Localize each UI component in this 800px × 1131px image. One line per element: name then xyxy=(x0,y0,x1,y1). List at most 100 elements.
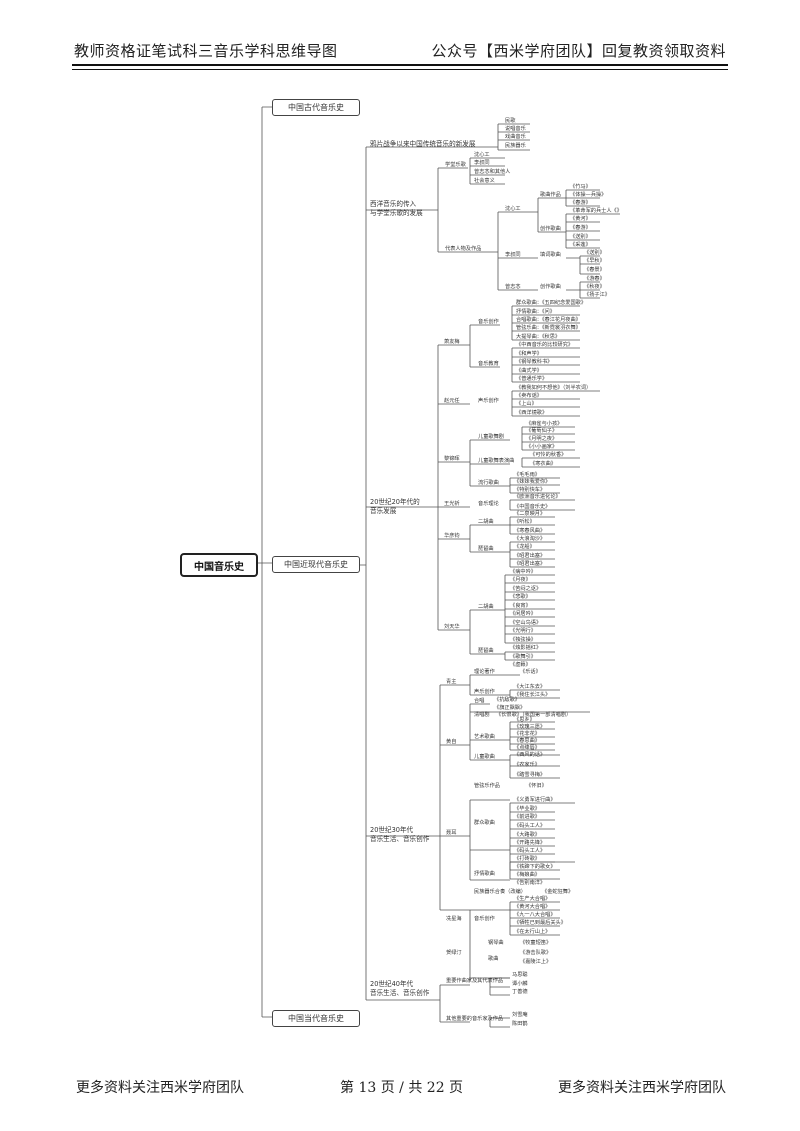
category: 儿童歌曲 xyxy=(474,754,495,760)
list-item: 《告别南洋》 xyxy=(514,880,546,886)
header-title: 教师资格证笔试科三音乐学科思维导图 xyxy=(74,42,338,60)
list-item: 抒情歌曲：《问》 xyxy=(516,309,555,315)
category: 钢琴曲 xyxy=(488,940,504,946)
topic-other-musicians: 其他重要的音乐家及作品 xyxy=(446,1016,504,1022)
category: 儿童歌舞表演曲 xyxy=(478,458,515,464)
person: 沈心工 xyxy=(505,206,521,212)
person-hua-yanjun: 华彦钧 xyxy=(444,533,460,539)
person-wang-guangqi: 王光祈 xyxy=(444,501,460,507)
section-1940s[interactable]: 20世纪40年代 音乐生活、音乐创作 xyxy=(370,980,430,997)
person-qing-zhu: 青主 xyxy=(446,679,457,685)
person-xiao-youmei: 萧友梅 xyxy=(444,339,460,345)
list-item: 《大浪淘沙》 xyxy=(514,536,546,542)
list-item: 《游击队歌》 xyxy=(520,950,552,956)
list-item: 《烛影摇红》 xyxy=(510,645,542,651)
category: 音乐创作 xyxy=(478,319,499,325)
list-item: 《嘉陵江上》 xyxy=(520,959,552,965)
value: 《金蛇狂舞》 xyxy=(542,889,574,895)
list-item: 《特别快车》 xyxy=(514,487,546,493)
list-item: 《麻雀与小孩》 xyxy=(526,421,563,427)
list-item: 《大江东去》 xyxy=(514,684,546,690)
list-item: 《月明之夜》 xyxy=(526,436,558,442)
category: 理论著作 xyxy=(474,669,495,675)
list-item: 《黄河大合唱》 xyxy=(514,904,551,910)
section-1930s[interactable]: 20世纪30年代 音乐生活、音乐创作 xyxy=(370,826,430,843)
root-node[interactable]: 中国音乐史 xyxy=(180,553,258,577)
list-item: 《寒衣曲》 xyxy=(530,461,556,467)
list-item: 《寒春风曲》 xyxy=(514,528,546,534)
list-item: 《早秋》 xyxy=(584,258,605,264)
category: 儿童歌舞剧 xyxy=(478,434,504,440)
list-item: 《光明行》 xyxy=(510,628,536,634)
list-item: 《竹马》 xyxy=(570,184,591,190)
list-item: 《采莲》 xyxy=(570,242,591,248)
branch-modern[interactable]: 中国近现代音乐史 xyxy=(272,556,360,573)
list-item: 《游春》 xyxy=(584,276,605,282)
list-item: 《九一八大合唱》 xyxy=(514,912,556,918)
list-item: 《秋夜》 xyxy=(584,284,605,290)
category: 创作歌曲 xyxy=(540,226,561,232)
list-item: 《曲式学》 xyxy=(516,368,542,374)
list-item: 《虚籁》 xyxy=(510,662,531,668)
category: 音乐理论 xyxy=(478,501,499,507)
list-item: 《送别》 xyxy=(584,250,605,256)
list-item: 《西洋镜歌》 xyxy=(516,410,548,416)
category: 管弦乐作品 xyxy=(474,783,500,789)
list-item: 《开路先锋》 xyxy=(514,840,546,846)
value: 《长恨歌》（我国第一部清唱剧） xyxy=(496,712,572,718)
person-zhao-yuanren: 赵元任 xyxy=(444,398,460,404)
list-item: 《体操—兵操》 xyxy=(570,192,607,198)
list-item: 《教我如何不想他》（刘半农词） xyxy=(516,385,592,391)
list-item: 《抗敌歌》 xyxy=(494,697,520,703)
category: 合唱 xyxy=(474,698,485,704)
list-item: 《梅娘曲》 xyxy=(514,872,540,878)
list-item: 《农家乐》 xyxy=(514,762,540,768)
section-traditional-music[interactable]: 鸦片战争以来中国传统音乐的新发展 xyxy=(370,140,476,148)
header-rule-thin xyxy=(72,69,728,70)
list-item: 李叔同 xyxy=(474,160,490,166)
list-item: 《革命军的兵士人《》 xyxy=(570,208,622,214)
list-item: 《旗正飘飘》 xyxy=(494,705,526,711)
category: 填词歌曲 xyxy=(540,252,561,258)
list-item: 《思乡》 xyxy=(514,717,535,723)
list-item: 民族器乐 xyxy=(505,143,526,149)
list-item: 《打砖歌》 xyxy=(514,856,540,862)
list-item: 大提琴曲：《秋思》 xyxy=(516,334,561,340)
list-item: 《普通乐学》 xyxy=(516,376,548,382)
list-item: 谭小麟 xyxy=(512,981,528,987)
category: 二胡曲 xyxy=(478,604,494,610)
branch-contemporary[interactable]: 中国当代音乐史 xyxy=(272,1010,360,1027)
list-item: 《春思曲》 xyxy=(514,738,540,744)
person: 李叔同 xyxy=(505,252,521,258)
list-item: 《听松》 xyxy=(514,519,535,525)
list-item: 《上山》 xyxy=(516,401,537,407)
list-item: 戏曲音乐 xyxy=(505,134,526,140)
list-item: 《妹妹我爱你》 xyxy=(514,479,551,485)
section-school-songs[interactable]: 西洋音乐的传入 与学堂乐歌的发展 xyxy=(370,200,423,217)
list-item: 《前进歌》 xyxy=(514,814,540,820)
section-1920s[interactable]: 20世纪20年代的 音乐发展 xyxy=(370,498,420,515)
person-he-luting: 贺绿汀 xyxy=(446,950,462,956)
list-item: 《歌舞引》 xyxy=(510,654,536,660)
list-item: 《码头工人》 xyxy=(514,823,546,829)
list-item: 马思聪 xyxy=(512,972,528,978)
list-item: 《毕业歌》 xyxy=(514,806,540,812)
list-item: 《可怜的秋香》 xyxy=(530,452,567,458)
list-item: 丁善德 xyxy=(512,989,528,995)
list-item: 《独弦操》 xyxy=(510,637,536,643)
list-item: 《悲歌》 xyxy=(510,594,531,600)
list-item: 说唱音乐 xyxy=(505,126,526,132)
list-item: 《在太行山上》 xyxy=(514,929,551,935)
person-xian-xinghai: 冼星海 xyxy=(446,916,462,922)
list-item: 曾志忞和其他人 xyxy=(474,169,511,175)
category: 歌曲作品 xyxy=(540,192,561,198)
category: 声乐创作 xyxy=(474,689,495,695)
category: 声乐创作 xyxy=(478,398,499,404)
list-item: 《和声学》 xyxy=(516,351,542,357)
topic-school-songs: 学堂乐歌 xyxy=(445,162,466,168)
topic-representatives: 代表人物及作品 xyxy=(445,246,482,252)
branch-ancient[interactable]: 中国古代音乐史 xyxy=(272,99,360,116)
list-item: 《铁蹄下的歌女》 xyxy=(514,864,556,870)
list-item: 《昭君出塞》 xyxy=(514,561,546,567)
category: 创作歌曲 xyxy=(540,284,561,290)
